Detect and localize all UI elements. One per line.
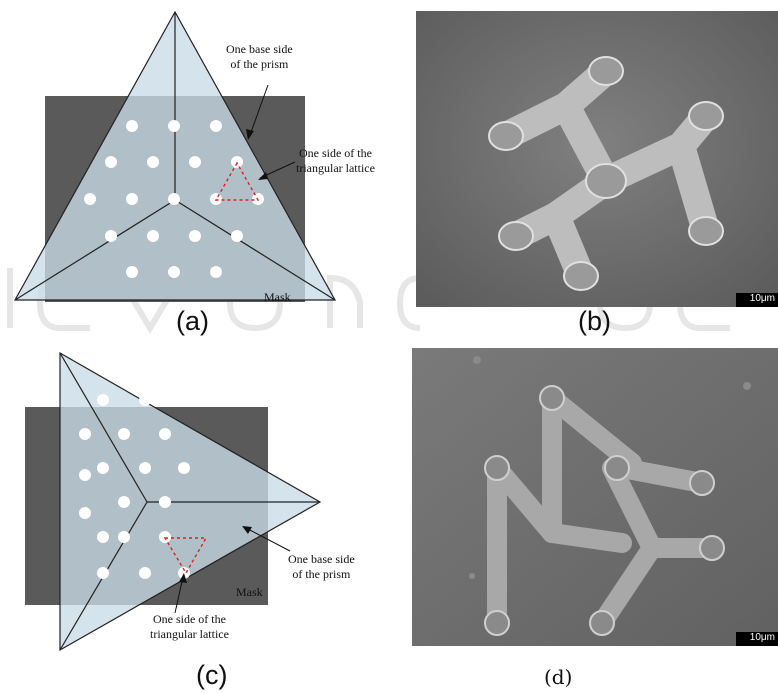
prism-edges xyxy=(14,12,336,301)
prism-annotation-a: One base side of the prism xyxy=(226,42,293,71)
lattice-pointer-arrow xyxy=(174,576,184,614)
lattice-annotation-a: One side of the triangular lattice xyxy=(296,146,375,175)
lattice-hole xyxy=(168,120,180,132)
lattice-hole xyxy=(139,567,151,579)
lattice-hole xyxy=(159,428,171,440)
lattice-hole xyxy=(168,266,180,278)
lattice-hole xyxy=(97,394,109,406)
panel-d-sem-image: 10μm xyxy=(412,348,778,646)
lattice-hole xyxy=(105,230,117,242)
lattice-hole xyxy=(79,507,91,519)
lattice-hole xyxy=(126,266,138,278)
scale-bar-d: 10μm xyxy=(736,632,778,646)
lattice-hole xyxy=(210,193,222,205)
lattice-hole xyxy=(210,266,222,278)
lattice-annotation-c: One side of the triangular lattice xyxy=(150,612,229,641)
lattice-hole xyxy=(118,496,130,508)
scale-bar-b: 10μm xyxy=(736,293,778,307)
pillar-tops xyxy=(488,56,724,291)
lattice-hole xyxy=(79,469,91,481)
lattice-hole xyxy=(147,156,159,168)
prism-arrowhead xyxy=(246,129,254,140)
lattice-arrowhead xyxy=(179,573,187,583)
panel-a-diagram: One base side of the prism One side of t… xyxy=(0,0,390,310)
prism-structure xyxy=(487,388,722,633)
lattice-hole xyxy=(139,462,151,474)
lattice-hole xyxy=(147,230,159,242)
lattice-hole xyxy=(118,531,130,543)
lattice-hole xyxy=(84,193,96,205)
lattice-hole xyxy=(178,394,190,406)
lattice-hole xyxy=(168,193,180,205)
pillar-tops xyxy=(484,385,725,636)
prism-annotation-c: One base side of the prism xyxy=(288,552,355,581)
lattice-hole xyxy=(189,156,201,168)
caption-d: (d) xyxy=(544,665,573,689)
lattice-hole xyxy=(178,462,190,474)
caption-b: (b) xyxy=(578,306,611,336)
lattice-hole xyxy=(105,156,117,168)
lattice-hole xyxy=(159,531,171,543)
debris-particles xyxy=(469,356,751,579)
lattice-hole xyxy=(159,496,171,508)
caption-c: (c) xyxy=(196,660,228,690)
lattice-hole xyxy=(97,567,109,579)
lattice-arrowhead xyxy=(258,172,268,180)
lattice-hole xyxy=(139,394,151,406)
panel-c-diagram: One base side of the prism One side of t… xyxy=(0,345,390,655)
caption-a: (a) xyxy=(176,306,209,336)
mask-label-c: Mask xyxy=(236,585,263,599)
lattice-hole xyxy=(79,428,91,440)
lattice-hole xyxy=(189,230,201,242)
lattice-hole xyxy=(118,428,130,440)
lattice-holes xyxy=(84,120,264,278)
mask-label-a: Mask xyxy=(264,290,291,304)
lattice-hole xyxy=(126,120,138,132)
lattice-triangle-marker xyxy=(163,537,208,575)
lattice-hole xyxy=(97,531,109,543)
prism-arrowhead xyxy=(242,526,252,534)
prism-pointer-arrow xyxy=(249,84,269,136)
lattice-hole xyxy=(97,462,109,474)
lattice-hole xyxy=(231,230,243,242)
lattice-hole xyxy=(126,193,138,205)
lattice-hole xyxy=(210,120,222,132)
prism-pointer-arrow xyxy=(245,527,291,552)
panel-b-sem-image: 10μm xyxy=(416,11,778,307)
